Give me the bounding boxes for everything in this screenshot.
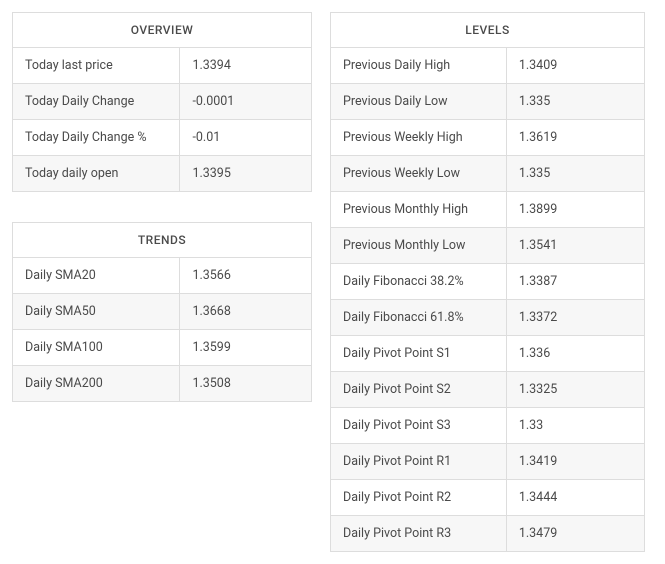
row-value: 1.3325 bbox=[506, 372, 644, 408]
row-label: Previous Monthly High bbox=[331, 192, 507, 228]
row-value: 1.3372 bbox=[506, 300, 644, 336]
table-row: Daily SMA2001.3508 bbox=[13, 366, 312, 402]
row-label: Daily SMA100 bbox=[13, 330, 180, 366]
row-value: 1.3395 bbox=[180, 156, 312, 192]
overview-title: OVERVIEW bbox=[13, 13, 312, 48]
row-value: 1.3566 bbox=[180, 258, 312, 294]
right-column: LEVELS Previous Daily High1.3409Previous… bbox=[330, 12, 645, 552]
row-value: 1.3668 bbox=[180, 294, 312, 330]
row-value: 1.3409 bbox=[506, 48, 644, 84]
row-value: -0.01 bbox=[180, 120, 312, 156]
table-row: Daily SMA201.3566 bbox=[13, 258, 312, 294]
row-value: 1.3419 bbox=[506, 444, 644, 480]
row-value: 1.3387 bbox=[506, 264, 644, 300]
table-row: Today daily open1.3395 bbox=[13, 156, 312, 192]
row-value: 1.3899 bbox=[506, 192, 644, 228]
row-label: Previous Monthly Low bbox=[331, 228, 507, 264]
row-label: Daily SMA200 bbox=[13, 366, 180, 402]
overview-table: OVERVIEW Today last price1.3394Today Dai… bbox=[12, 12, 312, 192]
overview-body: Today last price1.3394Today Daily Change… bbox=[13, 48, 312, 192]
row-label: Daily Pivot Point R3 bbox=[331, 516, 507, 552]
row-value: 1.3444 bbox=[506, 480, 644, 516]
table-row: Daily Pivot Point R21.3444 bbox=[331, 480, 645, 516]
levels-title: LEVELS bbox=[331, 13, 645, 48]
row-value: 1.3508 bbox=[180, 366, 312, 402]
row-value: 1.335 bbox=[506, 84, 644, 120]
row-label: Previous Daily High bbox=[331, 48, 507, 84]
levels-body: Previous Daily High1.3409Previous Daily … bbox=[331, 48, 645, 552]
row-label: Today Daily Change bbox=[13, 84, 180, 120]
row-label: Daily Pivot Point S1 bbox=[331, 336, 507, 372]
trends-title: TRENDS bbox=[13, 223, 312, 258]
table-row: Daily Fibonacci 38.2%1.3387 bbox=[331, 264, 645, 300]
table-row: Daily SMA1001.3599 bbox=[13, 330, 312, 366]
row-label: Previous Daily Low bbox=[331, 84, 507, 120]
row-label: Daily SMA20 bbox=[13, 258, 180, 294]
row-label: Previous Weekly High bbox=[331, 120, 507, 156]
row-label: Daily Pivot Point S2 bbox=[331, 372, 507, 408]
table-row: Today last price1.3394 bbox=[13, 48, 312, 84]
tables-container: OVERVIEW Today last price1.3394Today Dai… bbox=[12, 12, 653, 552]
row-value: -0.0001 bbox=[180, 84, 312, 120]
row-value: 1.3479 bbox=[506, 516, 644, 552]
table-row: Previous Weekly High1.3619 bbox=[331, 120, 645, 156]
trends-body: Daily SMA201.3566Daily SMA501.3668Daily … bbox=[13, 258, 312, 402]
table-row: Daily Pivot Point S21.3325 bbox=[331, 372, 645, 408]
table-row: Daily Pivot Point S31.33 bbox=[331, 408, 645, 444]
table-row: Daily SMA501.3668 bbox=[13, 294, 312, 330]
table-row: Daily Pivot Point S11.336 bbox=[331, 336, 645, 372]
row-label: Today daily open bbox=[13, 156, 180, 192]
table-row: Previous Monthly Low1.3541 bbox=[331, 228, 645, 264]
row-label: Daily Fibonacci 61.8% bbox=[331, 300, 507, 336]
row-label: Daily Pivot Point R1 bbox=[331, 444, 507, 480]
table-row: Today Daily Change %-0.01 bbox=[13, 120, 312, 156]
table-row: Today Daily Change-0.0001 bbox=[13, 84, 312, 120]
row-label: Daily SMA50 bbox=[13, 294, 180, 330]
row-label: Daily Pivot Point S3 bbox=[331, 408, 507, 444]
row-value: 1.33 bbox=[506, 408, 644, 444]
row-label: Previous Weekly Low bbox=[331, 156, 507, 192]
row-label: Daily Pivot Point R2 bbox=[331, 480, 507, 516]
table-row: Daily Fibonacci 61.8%1.3372 bbox=[331, 300, 645, 336]
row-value: 1.335 bbox=[506, 156, 644, 192]
row-value: 1.3619 bbox=[506, 120, 644, 156]
row-label: Daily Fibonacci 38.2% bbox=[331, 264, 507, 300]
table-row: Previous Daily High1.3409 bbox=[331, 48, 645, 84]
table-row: Daily Pivot Point R31.3479 bbox=[331, 516, 645, 552]
table-row: Previous Monthly High1.3899 bbox=[331, 192, 645, 228]
table-row: Previous Weekly Low1.335 bbox=[331, 156, 645, 192]
trends-table: TRENDS Daily SMA201.3566Daily SMA501.366… bbox=[12, 222, 312, 402]
table-row: Previous Daily Low1.335 bbox=[331, 84, 645, 120]
left-column: OVERVIEW Today last price1.3394Today Dai… bbox=[12, 12, 312, 402]
table-row: Daily Pivot Point R11.3419 bbox=[331, 444, 645, 480]
row-label: Today last price bbox=[13, 48, 180, 84]
levels-table: LEVELS Previous Daily High1.3409Previous… bbox=[330, 12, 645, 552]
row-value: 1.3394 bbox=[180, 48, 312, 84]
row-label: Today Daily Change % bbox=[13, 120, 180, 156]
row-value: 1.336 bbox=[506, 336, 644, 372]
row-value: 1.3541 bbox=[506, 228, 644, 264]
row-value: 1.3599 bbox=[180, 330, 312, 366]
